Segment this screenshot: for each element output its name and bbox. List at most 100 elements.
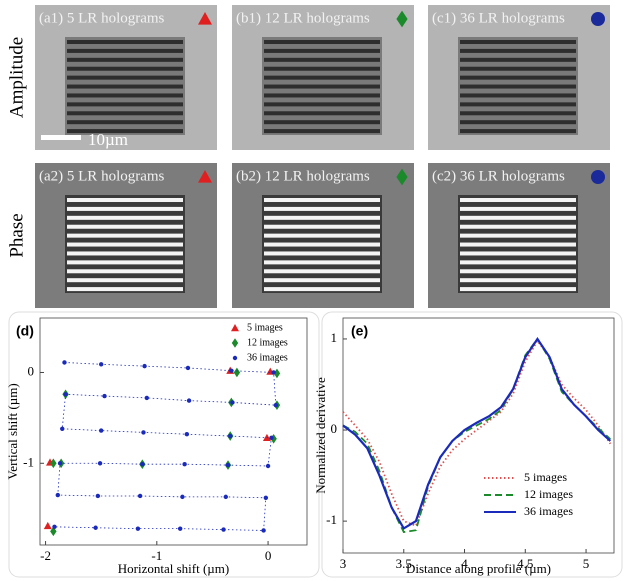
point [271, 370, 276, 375]
image-stripe [460, 224, 576, 229]
image-stripe [460, 102, 576, 107]
point [270, 433, 277, 444]
image-stripe [67, 40, 183, 45]
image-stripe [460, 84, 576, 89]
image-stripe [67, 102, 183, 107]
panel-marker [591, 170, 605, 184]
line [342, 337, 611, 534]
point [141, 430, 146, 435]
x-tick-label: 4.5 [517, 556, 533, 571]
image-stripe [264, 75, 380, 80]
y-axis-label: Vertical shift (µm) [5, 383, 20, 479]
point [265, 463, 271, 469]
panel-label: (b1) 12 LR holograms [236, 10, 370, 26]
legend-label: 5 images [524, 470, 567, 484]
legend-label: 36 images [524, 504, 573, 518]
image-stripe [460, 269, 576, 274]
point [43, 521, 52, 530]
image-stripe [67, 215, 183, 220]
y-tick-label: -1 [23, 454, 34, 469]
image-stripe [67, 206, 183, 211]
x-axis-label: Distance along profile (µm) [406, 561, 551, 576]
image-stripe [460, 111, 576, 116]
image-stripe [67, 233, 183, 238]
image-stripe [264, 129, 380, 134]
image-stripe [264, 111, 380, 116]
legend-label: 5 images [247, 322, 283, 333]
panel-marker [591, 12, 605, 26]
point [186, 398, 192, 403]
panel-marker [198, 170, 212, 183]
image-stripe [460, 278, 576, 283]
point [180, 494, 185, 500]
x-tick-label: -2 [40, 548, 51, 563]
point [229, 368, 234, 373]
panel-label: (c2) 36 LR holograms [432, 168, 565, 184]
y-axis-label: Normalized derivative [313, 377, 328, 494]
image-stripe [67, 198, 183, 203]
image-stripe [67, 120, 183, 125]
panel-marker [396, 168, 408, 186]
legend-marker [231, 338, 239, 348]
scale-bar-label: 10µm [88, 130, 128, 149]
image-stripe [264, 66, 380, 71]
point [263, 495, 269, 500]
point [230, 400, 235, 405]
panel-label: (b2) 12 LR holograms [236, 168, 370, 184]
point [102, 393, 107, 399]
point [52, 524, 57, 530]
point [50, 458, 57, 469]
image-stripe [67, 269, 183, 274]
image-stripe [460, 48, 576, 53]
point [261, 528, 266, 533]
panel-label: (c1) 36 LR holograms [432, 10, 565, 26]
image-stripe [67, 287, 183, 292]
row-label: Amplitude [6, 37, 27, 118]
x-tick-label: 0 [265, 548, 272, 563]
point [62, 360, 67, 365]
image-stripe [264, 198, 380, 203]
point [55, 492, 60, 498]
image-stripe [67, 75, 183, 80]
legend-label: 12 images [524, 487, 573, 501]
x-tick-label: 3.5 [396, 556, 412, 571]
image-stripe [264, 40, 380, 45]
image-stripe [264, 233, 380, 238]
point [221, 527, 226, 532]
image-stripe [264, 57, 380, 62]
image-stripe [460, 287, 576, 292]
point [95, 493, 101, 499]
image-stripe [67, 57, 183, 62]
image-stripe [460, 57, 576, 62]
line [342, 339, 612, 527]
image-stripe [264, 224, 380, 229]
legend-marker [231, 324, 239, 332]
image-stripe [460, 242, 576, 247]
point [273, 368, 281, 379]
image-stripe [264, 269, 380, 274]
point [144, 395, 149, 401]
point [97, 461, 103, 466]
panel-label: (a2) 5 LR holograms [39, 168, 165, 184]
point [57, 461, 63, 466]
point [269, 435, 274, 441]
image-stripe [67, 251, 183, 256]
image-stripe [460, 260, 576, 265]
scale-bar [41, 135, 81, 140]
legend-marker [232, 355, 238, 361]
image-stripe [264, 215, 380, 220]
image-stripe [264, 251, 380, 256]
image-stripe [67, 278, 183, 283]
point [228, 433, 233, 439]
image-stripe [264, 242, 380, 247]
point [233, 367, 241, 378]
image-stripe [264, 102, 380, 107]
x-tick-label: -1 [151, 548, 162, 563]
image-stripe [264, 48, 380, 53]
image-stripe [67, 242, 183, 247]
image-stripe [460, 206, 576, 211]
image-stripe [460, 233, 576, 238]
image-stripe [460, 129, 576, 134]
y-tick-label: 0 [331, 421, 338, 436]
